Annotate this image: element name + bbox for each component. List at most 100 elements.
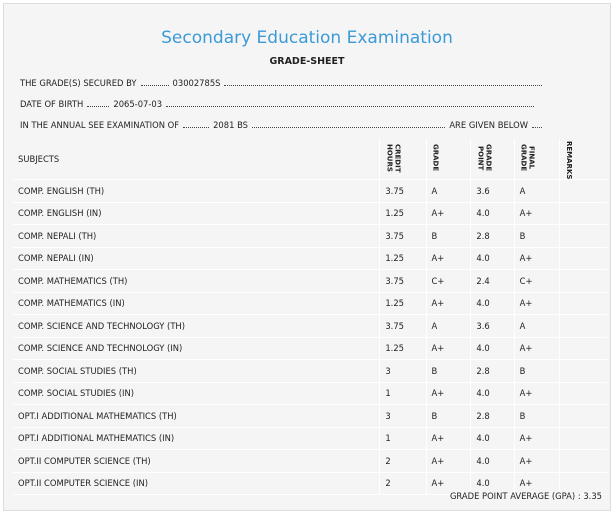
cell: 4.0 — [470, 247, 515, 270]
subject: OPT.II COMPUTER SCIENCE (IN) — [13, 472, 380, 495]
cell: A+ — [513, 247, 560, 270]
remarks-cell — [558, 292, 607, 315]
remarks-cell — [558, 224, 607, 248]
cell: 1.25 — [379, 202, 427, 225]
label: DATE OF BIRTH — [20, 99, 84, 109]
cell: A+ — [513, 337, 560, 360]
header-text: FINAL GRADE — [519, 144, 536, 172]
row: OPT.I ADDITIONAL MATHEMATICS (IN) 1 A+ 4.0 A… — [13, 427, 607, 450]
cell: 4.0 — [470, 202, 515, 225]
row: OPT.I ADDITIONAL MATHEMATICS (TH) 3 B 2.8 B — [13, 404, 607, 428]
subject: COMP. ENGLISH (TH) — [13, 179, 380, 203]
cell: A — [513, 314, 560, 338]
subject: COMP. SOCIAL STUDIES (IN) — [13, 382, 380, 405]
remarks-cell — [558, 427, 607, 450]
cell: A+ — [513, 202, 560, 225]
cell: C+ — [513, 269, 560, 293]
header-text: GRADE — [431, 144, 440, 172]
value: 03002785S — [172, 78, 221, 88]
cell: A — [513, 179, 560, 203]
label: IN THE ANNUAL SEE EXAMINATION OF — [20, 120, 180, 130]
cell: 2.8 — [470, 404, 515, 428]
cell: 4.0 — [470, 472, 515, 495]
cell: A+ — [513, 292, 560, 315]
cell: A+ — [425, 292, 471, 315]
subject: COMP. SCIENCE AND TECHNOLOGY (IN) — [13, 337, 380, 360]
cell: 3.6 — [470, 314, 515, 338]
remarks-cell — [558, 382, 607, 405]
label: THE GRADE(S) SECURED BY — [20, 78, 137, 88]
cell: 2.8 — [470, 224, 515, 248]
row: COMP. NEPALI (IN) 1.25 A+ 4.0 A+ — [13, 247, 607, 270]
remarks-cell — [558, 359, 607, 383]
column-header: GRADE — [425, 139, 471, 180]
header-text: REMARKS — [564, 141, 573, 180]
cell: 2.8 — [470, 359, 515, 383]
remarks-cell — [558, 337, 607, 360]
cell: 4.0 — [470, 292, 515, 315]
remarks-cell — [558, 404, 607, 428]
cell: B — [513, 404, 560, 428]
info-line: THE GRADE(S) SECURED BY 03002785S — [20, 78, 546, 88]
cell: A+ — [425, 472, 471, 495]
remarks-cell — [558, 269, 607, 293]
info-line: DATE OF BIRTH 2065-07-03 — [20, 99, 538, 109]
subject: OPT.II COMPUTER SCIENCE (TH) — [13, 449, 380, 473]
cell: A+ — [513, 427, 560, 450]
cell: 1 — [379, 382, 427, 405]
label: ARE GIVEN BELOW — [449, 120, 528, 130]
row: COMP. MATHEMATICS (TH) 3.75 C+ 2.4 C+ — [13, 269, 607, 293]
column-header: GRADE POINT — [470, 139, 515, 180]
remarks-cell — [558, 202, 607, 225]
grade-table: SUBJECTS CREDIT HOURS GRADE GRADE POINT FINA… — [13, 139, 607, 495]
cell: A+ — [425, 247, 471, 270]
cell: C+ — [425, 269, 471, 293]
row: OPT.II COMPUTER SCIENCE (IN) 2 A+ 4.0 A+ — [13, 472, 607, 495]
column-header: SUBJECTS — [13, 139, 380, 180]
cell: 4.0 — [470, 382, 515, 405]
info-line: IN THE ANNUAL SEE EXAMINATION OF 2081 BS… — [20, 120, 546, 130]
row: COMP. SOCIAL STUDIES (IN) 1 A+ 4.0 A+ — [13, 382, 607, 405]
row: COMP. SCIENCE AND TECHNOLOGY (TH) 3.75 A 3.… — [13, 314, 607, 338]
cell: 1.25 — [379, 292, 427, 315]
remarks-cell — [558, 472, 607, 495]
cell: 1.25 — [379, 247, 427, 270]
cell: A+ — [513, 449, 560, 473]
cell: 3.75 — [379, 314, 427, 338]
subject: COMP. ENGLISH (IN) — [13, 202, 380, 225]
row: COMP. MATHEMATICS (IN) 1.25 A+ 4.0 A+ — [13, 292, 607, 315]
cell: 3.6 — [470, 179, 515, 203]
grade-sheet: Secondary Education Examination GRADE-SH… — [3, 3, 611, 511]
cell: 1.25 — [379, 337, 427, 360]
row: COMP. ENGLISH (IN) 1.25 A+ 4.0 A+ — [13, 202, 607, 225]
subject: COMP. MATHEMATICS (IN) — [13, 292, 380, 315]
subject: COMP. SCIENCE AND TECHNOLOGY (TH) — [13, 314, 380, 338]
row: COMP. SCIENCE AND TECHNOLOGY (IN) 1.25 A+ 4… — [13, 337, 607, 360]
cell: B — [513, 359, 560, 383]
cell: 2 — [379, 449, 427, 473]
subtitle: GRADE-SHEET — [269, 56, 345, 67]
remarks-cell — [558, 314, 607, 338]
value: 2065-07-03 — [113, 99, 163, 109]
cell: 2 — [379, 472, 427, 495]
cell: B — [425, 359, 471, 383]
cell: 1 — [379, 427, 427, 450]
subject: COMP. MATHEMATICS (TH) — [13, 269, 380, 293]
cell: A+ — [425, 427, 471, 450]
cell: B — [425, 404, 471, 428]
gpa: GRADE POINT AVERAGE (GPA) : 3.35 — [450, 491, 602, 501]
subject: OPT.I ADDITIONAL MATHEMATICS (IN) — [13, 427, 380, 450]
row: OPT.II COMPUTER SCIENCE (TH) 2 A+ 4.0 A+ — [13, 449, 607, 473]
row: COMP. NEPALI (TH) 3.75 B 2.8 B — [13, 224, 607, 248]
subject: COMP. SOCIAL STUDIES (TH) — [13, 359, 380, 383]
remarks-cell — [558, 247, 607, 270]
subject: COMP. NEPALI (TH) — [13, 224, 380, 248]
subject: COMP. NEPALI (IN) — [13, 247, 380, 270]
gpa-label: GRADE POINT AVERAGE (GPA) : — [449, 491, 581, 501]
remarks-cell — [558, 449, 607, 473]
column-header: FINAL GRADE — [513, 139, 560, 180]
cell: 3.75 — [379, 179, 427, 203]
remarks-cell — [558, 179, 607, 203]
cell: A+ — [513, 472, 560, 495]
cell: A+ — [425, 449, 471, 473]
